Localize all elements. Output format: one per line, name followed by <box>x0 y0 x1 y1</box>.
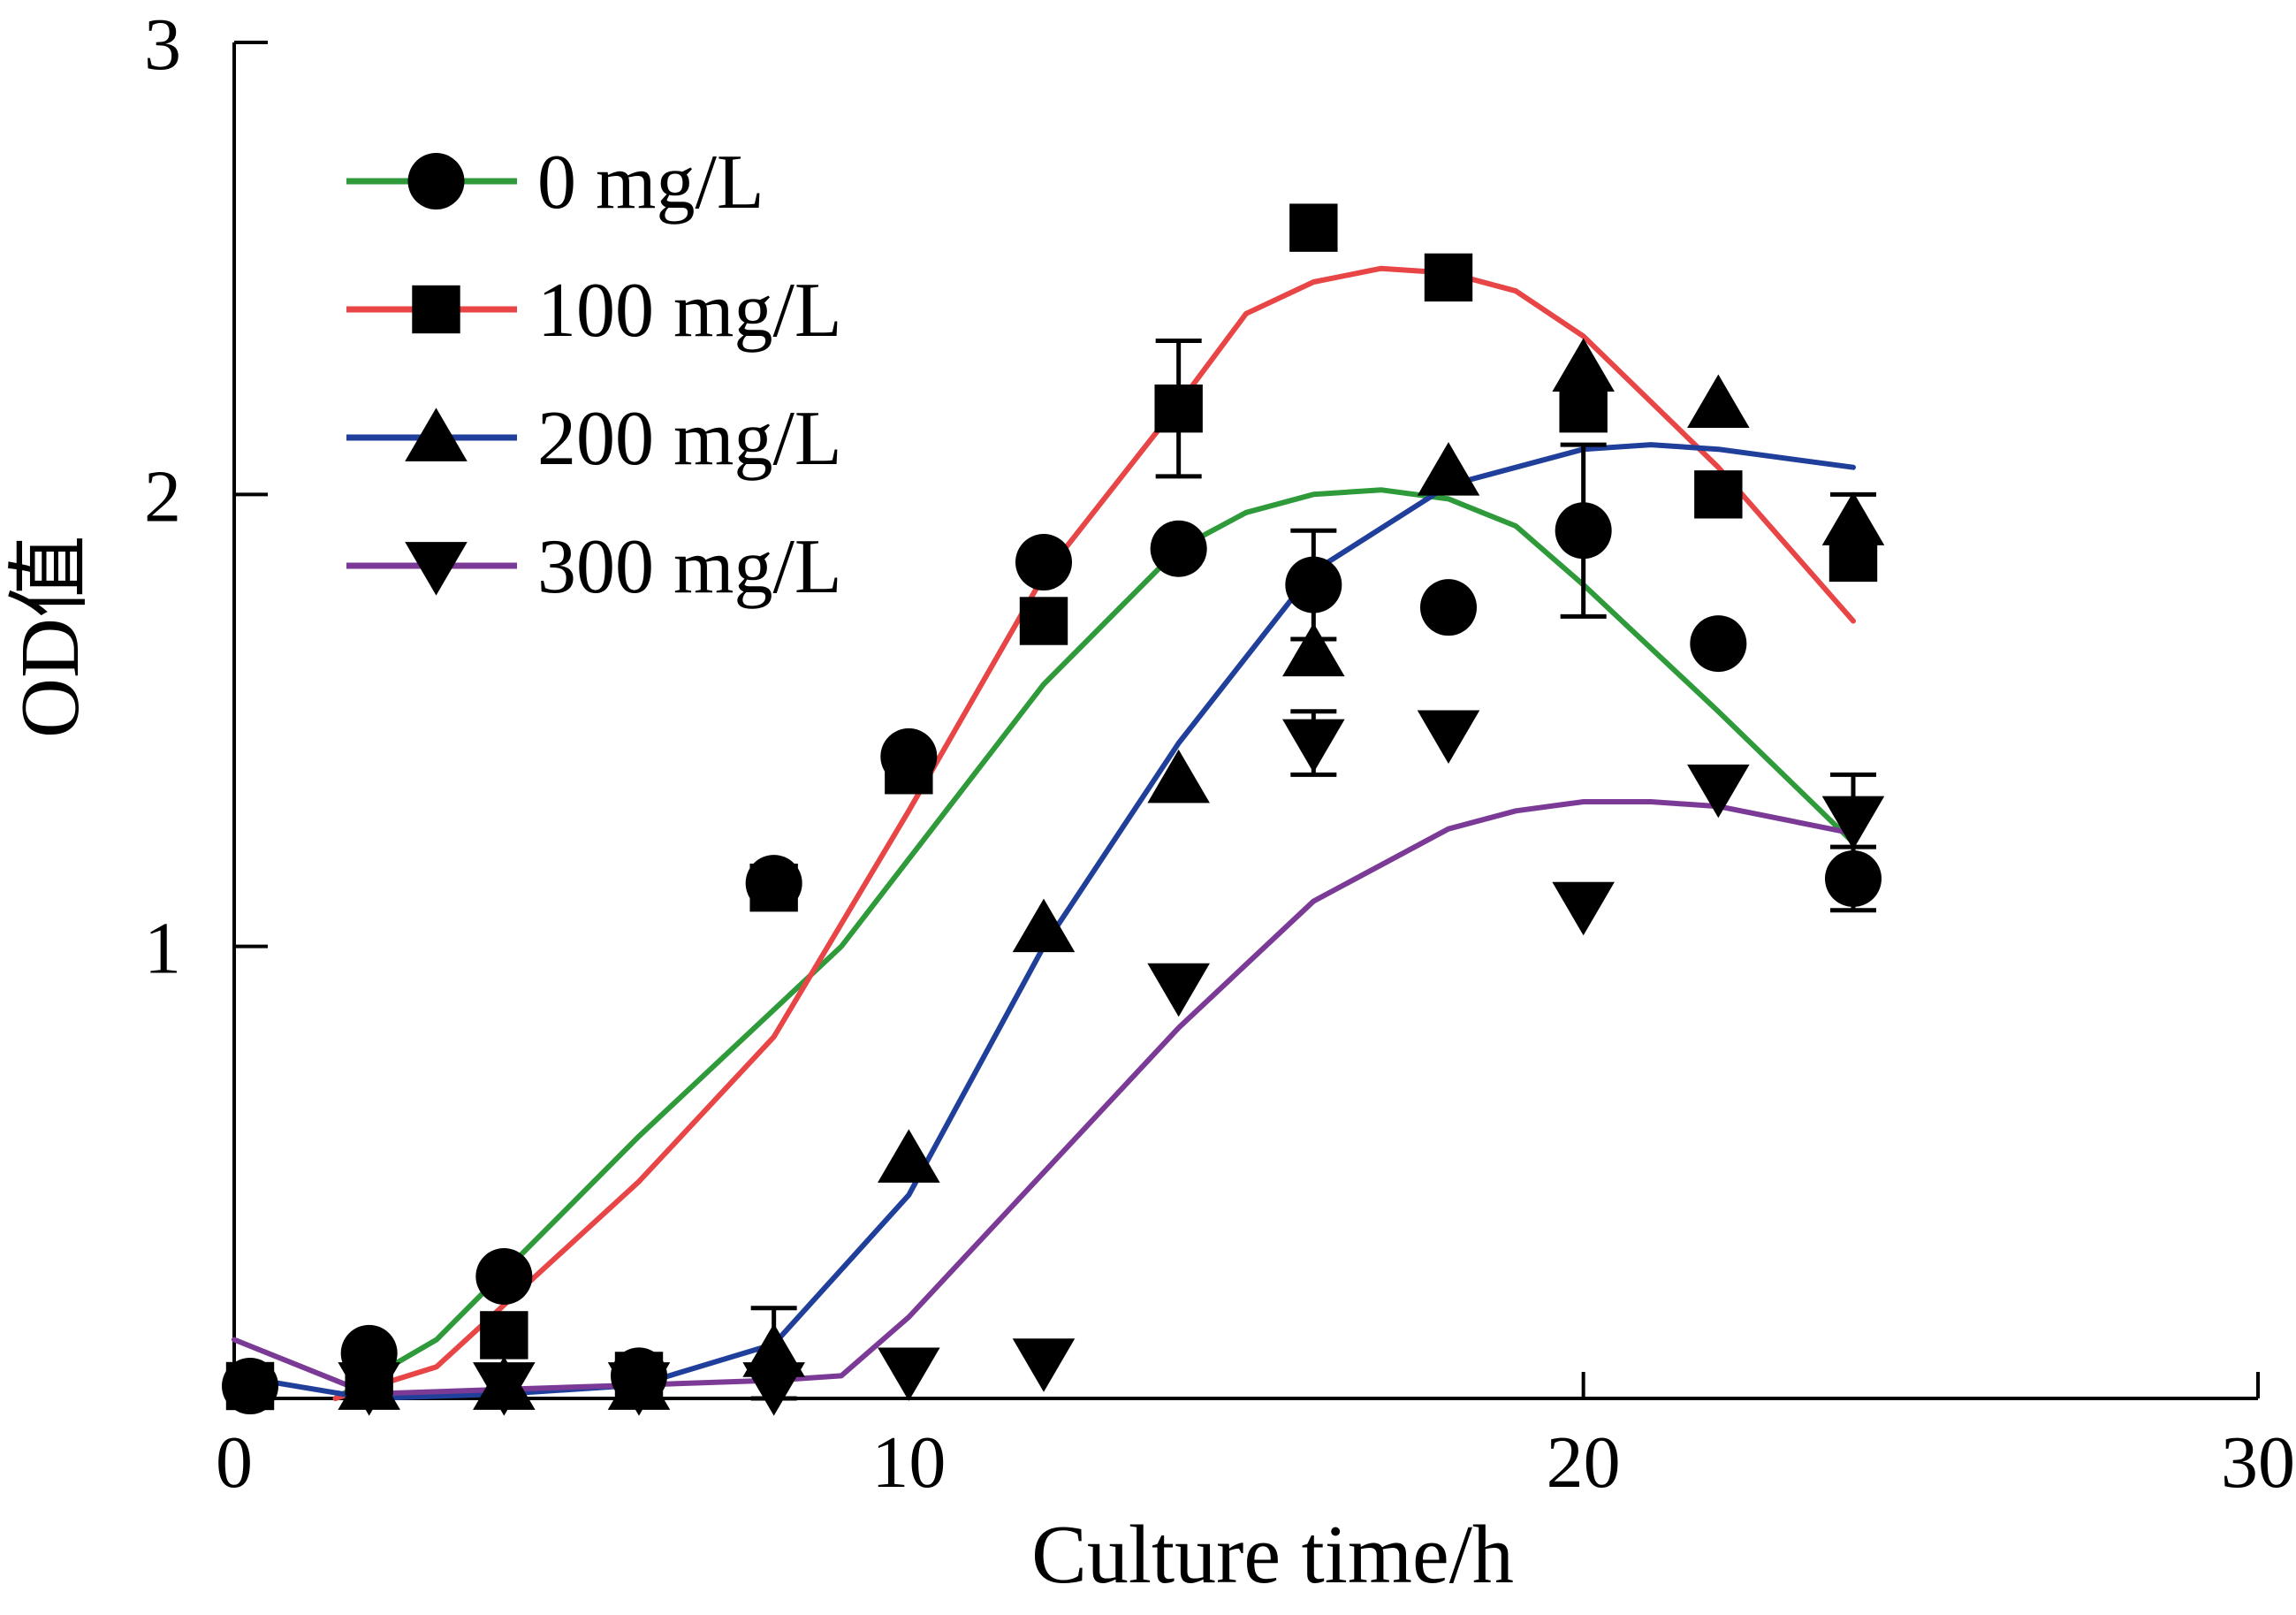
data-point-triangle-up <box>1687 374 1750 428</box>
data-point-triangle-up <box>878 1129 940 1183</box>
data-point-triangle-up <box>1821 491 1885 545</box>
data-point-square <box>1694 470 1743 519</box>
legend: 0 mg/L 100 mg/L 200 mg/L 300 mg/L <box>346 140 842 610</box>
data-point-triangle-down <box>338 1362 400 1416</box>
data-point-circle <box>1825 849 1882 907</box>
data-point-square <box>225 1361 275 1411</box>
data-point-triangle-down <box>1687 764 1750 819</box>
data-point-triangle-down <box>1417 710 1480 764</box>
legend-label: 0 mg/L <box>537 140 764 225</box>
x-tick-label: 20 <box>1547 1421 1621 1504</box>
fit-line-3 <box>232 799 1856 1397</box>
data-point-circle <box>1555 502 1612 560</box>
data-point-triangle-down <box>473 1362 536 1416</box>
fit-line-0 <box>332 487 1856 1401</box>
legend-marker-triangle-down <box>405 542 468 596</box>
data-point-square <box>885 746 933 795</box>
legend-marker-circle <box>407 153 465 209</box>
legend-marker-square <box>412 285 460 334</box>
fit-line-1 <box>332 265 1856 1401</box>
y-axis-title: OD值 <box>4 535 96 738</box>
data-point-circle <box>1690 615 1747 673</box>
data-point-square <box>1559 384 1608 433</box>
y-tick-label: 2 <box>144 455 181 537</box>
data-point-triangle-down <box>607 1362 671 1416</box>
legend-marker-triangle-up <box>405 408 468 461</box>
data-point-square <box>749 863 798 912</box>
data-point-triangle-down <box>1552 881 1615 936</box>
legend-label: 200 mg/L <box>537 396 842 482</box>
data-point-triangle-down <box>1821 796 1885 850</box>
data-point-triangle-down <box>1282 719 1345 773</box>
data-point-triangle-up <box>1552 338 1615 392</box>
data-markers <box>222 203 1885 1416</box>
legend-label: 100 mg/L <box>537 268 842 354</box>
data-point-square <box>1424 253 1473 302</box>
data-point-triangle-up <box>1282 622 1345 677</box>
legend-label: 300 mg/L <box>537 524 842 610</box>
y-ticks: 1 2 3 <box>144 4 268 990</box>
x-axis-title: Culture time/h <box>1031 1509 1514 1601</box>
x-tick-label: 10 <box>871 1421 946 1504</box>
data-point-circle <box>1285 556 1342 613</box>
data-point-triangle-down <box>878 1347 940 1401</box>
data-point-square <box>1154 384 1203 433</box>
data-point-circle <box>1420 579 1477 636</box>
data-point-square <box>1289 203 1338 252</box>
data-point-square <box>480 1311 528 1360</box>
data-point-square <box>1019 597 1068 645</box>
fit-lines <box>232 265 1856 1401</box>
data-point-triangle-up <box>1147 749 1210 804</box>
data-point-triangle-down <box>1147 963 1210 1017</box>
data-point-circle <box>1015 534 1072 591</box>
axes <box>232 42 2258 1400</box>
x-tick-label: 0 <box>216 1421 253 1504</box>
data-point-triangle-down <box>1012 1338 1076 1392</box>
data-point-circle <box>1150 520 1207 577</box>
data-point-triangle-down <box>742 1362 805 1416</box>
data-point-triangle-up <box>1417 442 1480 496</box>
data-point-triangle-up <box>1012 898 1076 953</box>
fit-line-2 <box>232 442 1856 1401</box>
y-tick-label: 3 <box>144 4 181 86</box>
x-tick-label: 30 <box>2221 1421 2295 1504</box>
y-tick-label: 1 <box>144 908 181 990</box>
data-point-circle <box>475 1247 533 1305</box>
